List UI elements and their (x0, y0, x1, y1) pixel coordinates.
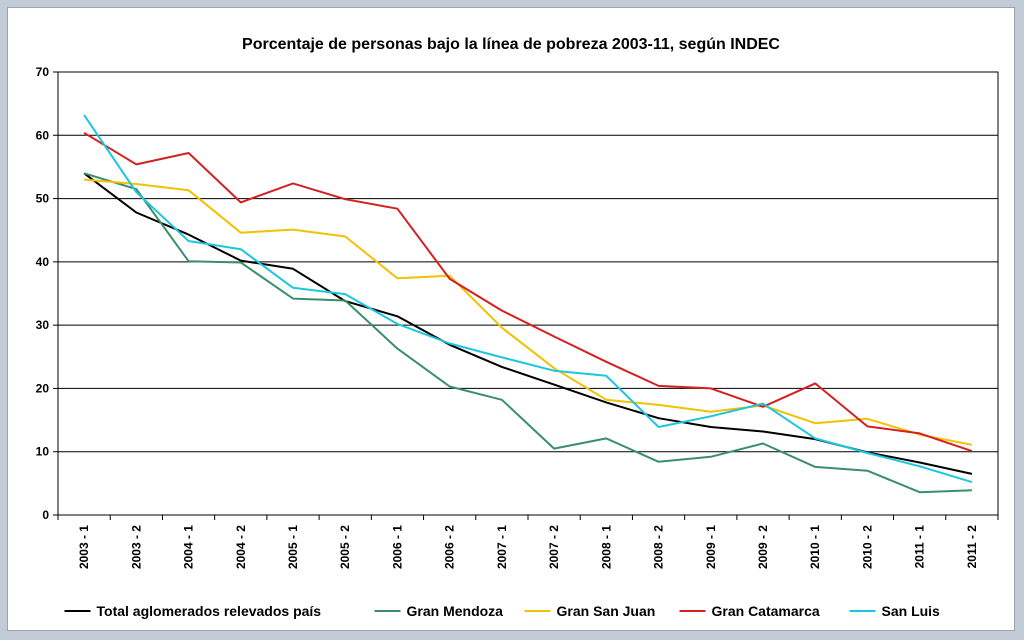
y-tick-label: 40 (36, 255, 50, 269)
chart-title: Porcentaje de personas bajo la línea de … (242, 36, 780, 53)
x-tick-label: 2010 - 1 (808, 525, 822, 569)
chart-frame: Porcentaje de personas bajo la línea de … (7, 7, 1015, 631)
series-line-5 (83, 114, 973, 484)
legend-item: San Luis (849, 603, 941, 619)
x-tick-label: 2011 - 1 (913, 525, 927, 569)
x-tick-label: 2004 - 2 (234, 525, 248, 569)
x-tick-label: 2008 - 2 (652, 525, 666, 569)
series-line-3 (84, 178, 973, 446)
x-tick-label: 2008 - 1 (599, 525, 613, 569)
legend-label: Total aglomerados relevados país (97, 603, 322, 619)
x-tick-label: 2004 - 1 (182, 525, 196, 569)
x-tick-label: 2009 - 2 (756, 525, 770, 569)
plot-area (57, 71, 999, 516)
y-tick-label: 0 (42, 508, 49, 522)
legend-item: Gran Mendoza (374, 603, 504, 619)
x-tick-label: 2006 - 2 (443, 525, 457, 569)
x-tick-label: 2010 - 2 (860, 525, 874, 569)
series-line-4 (83, 131, 973, 453)
x-tick-label: 2003 - 1 (77, 525, 91, 569)
x-tick-label: 2009 - 1 (704, 525, 718, 569)
gridlines (58, 134, 998, 453)
x-tick-label: 2007 - 1 (495, 525, 509, 569)
y-tick-label: 30 (36, 318, 50, 332)
y-tick-label: 60 (36, 128, 50, 142)
legend-item: Gran San Juan (524, 603, 656, 619)
y-axis: 0 10 20 30 40 50 60 70 (36, 65, 58, 522)
x-tick-label: 2005 - 1 (286, 525, 300, 569)
legend-label: Gran Catamarca (712, 603, 820, 619)
legend-label: San Luis (882, 603, 941, 619)
line-chart: Porcentaje de personas bajo la línea de … (36, 36, 999, 619)
y-tick-label: 10 (36, 445, 50, 459)
x-tick-label: 2003 - 2 (129, 525, 143, 569)
legend: Total aglomerados relevados país Gran Men… (64, 603, 941, 619)
series-lines (83, 114, 973, 494)
legend-label: Gran Mendoza (407, 603, 504, 619)
legend-item: Gran Catamarca (679, 603, 820, 619)
x-tick-label: 2006 - 1 (390, 525, 404, 569)
legend-label: Gran San Juan (557, 603, 656, 619)
y-tick-label: 70 (36, 65, 50, 79)
legend-item: Total aglomerados relevados país (64, 603, 322, 619)
x-tick-label: 2005 - 2 (338, 525, 352, 569)
x-tick-label: 2011 - 2 (965, 525, 979, 569)
x-axis: 2003 - 1 2003 - 2 2004 - 1 2004 - 2 2005 - 1… (57, 515, 999, 569)
series-line-2 (83, 172, 972, 494)
y-tick-label: 50 (36, 192, 50, 206)
x-tick-label: 2007 - 2 (547, 525, 561, 569)
y-tick-label: 20 (36, 381, 50, 395)
